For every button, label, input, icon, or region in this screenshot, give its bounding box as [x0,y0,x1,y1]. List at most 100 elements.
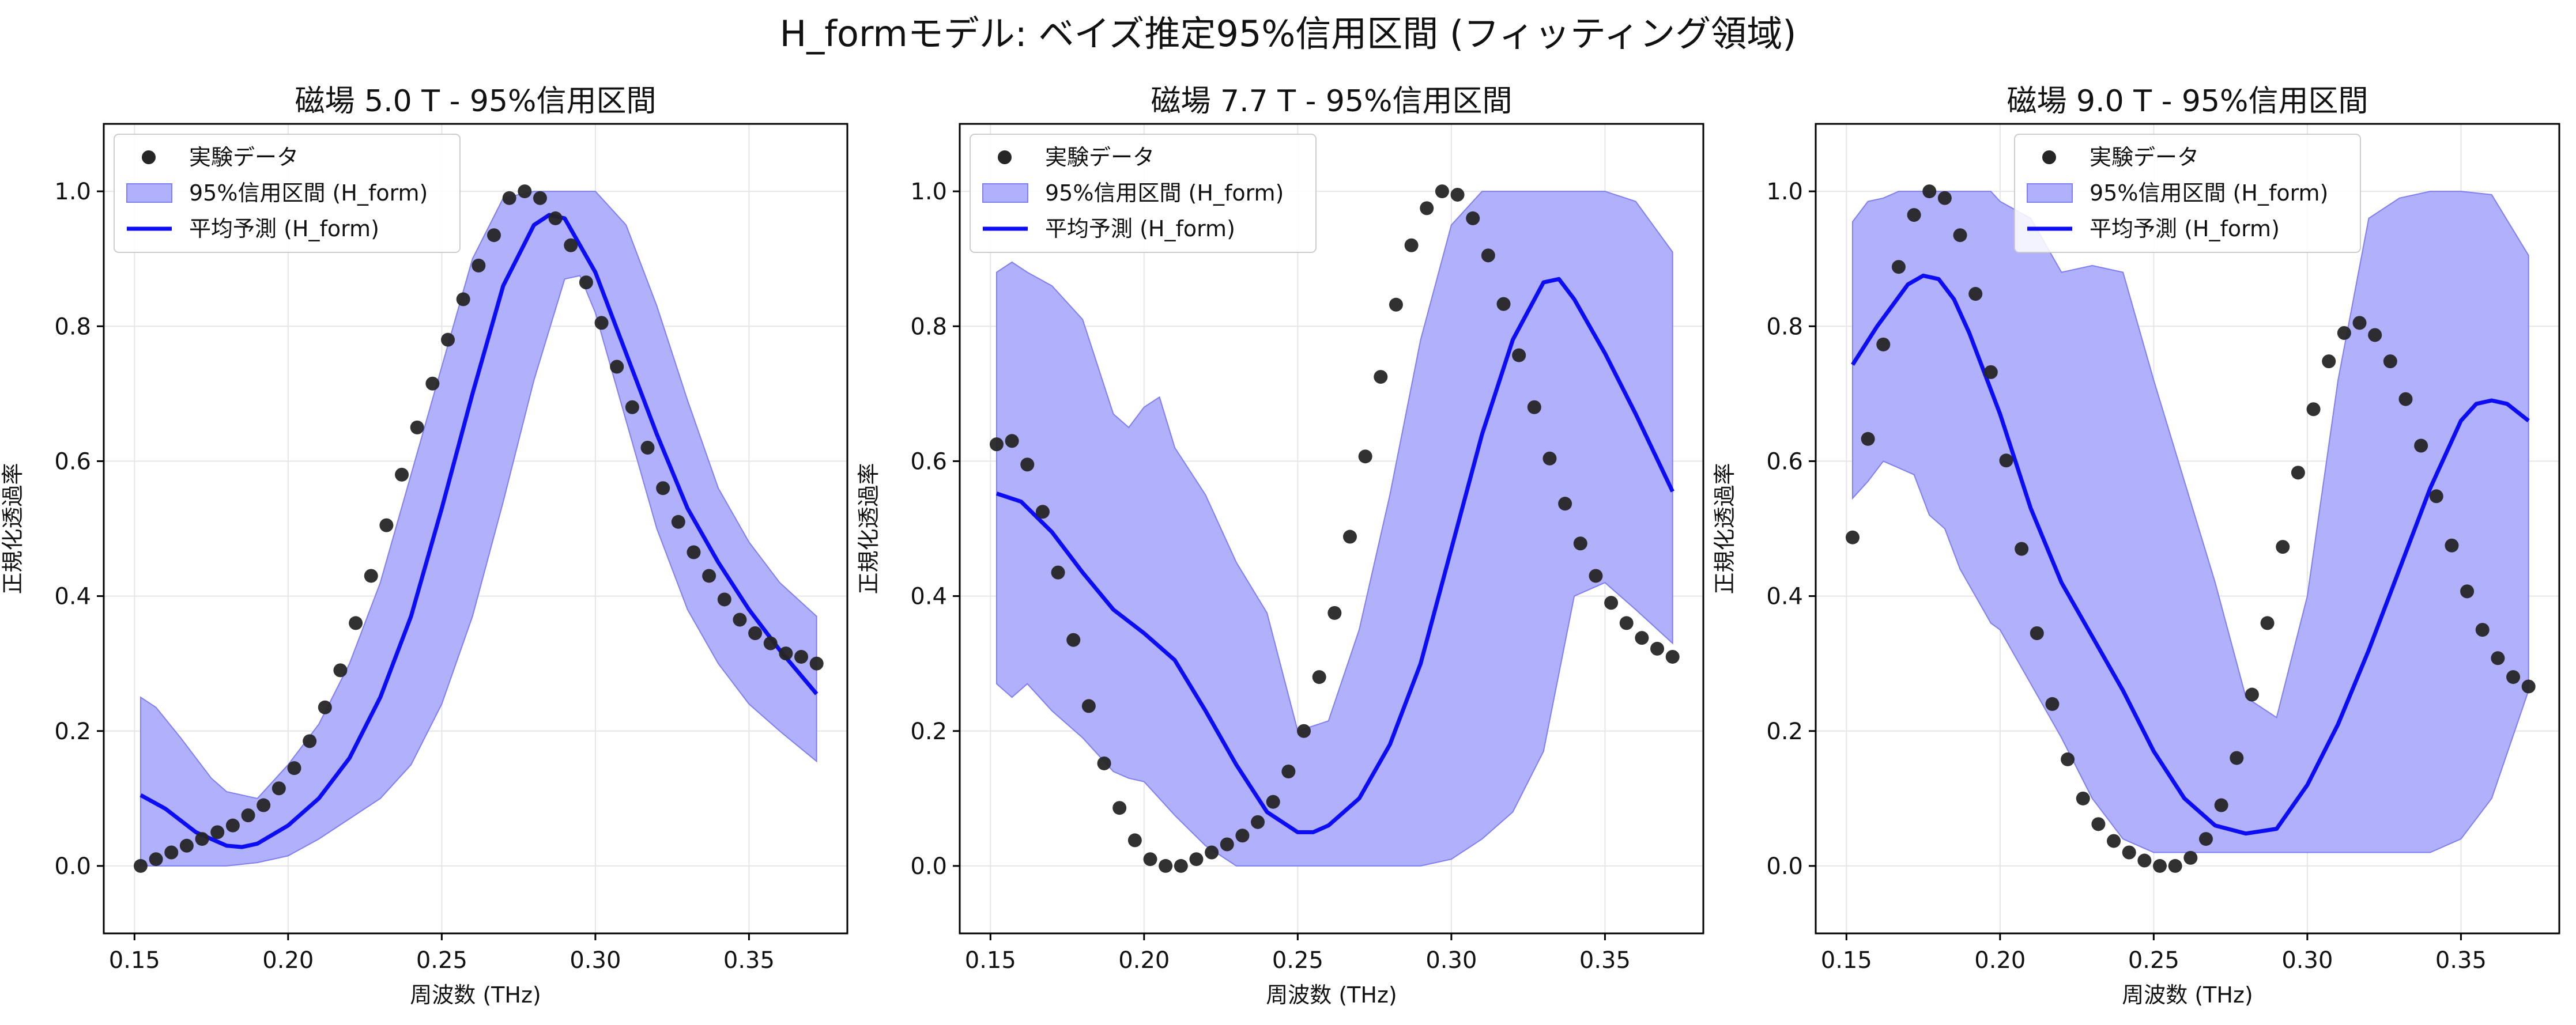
legend-marker-points [142,150,156,164]
data-point [794,649,809,664]
data-point [1297,724,1311,738]
data-point [364,569,378,583]
credible-interval-band [1852,191,2529,853]
data-point [656,481,670,496]
data-point [1035,505,1050,519]
x-axis-label: 周波数 (THz) [1266,982,1397,1008]
data-point [2198,832,2213,846]
data-point [1312,670,1326,684]
data-point [1358,449,1372,464]
data-point [472,258,486,273]
data-point [1542,451,1557,466]
data-point [1374,370,1388,384]
x-tick-label: 0.35 [2435,947,2487,974]
data-point [1635,631,1649,645]
data-point [1220,837,1234,852]
data-point [1266,795,1280,809]
chart-title: 磁場 7.7 T - 95%信用区間 [1151,84,1513,119]
data-point [1450,187,1465,202]
chart-panel-2: 0.15 0.20 0.25 0.30 0.35 0.0 0.2 0.4 0.6 0.8 1.0 磁場… [856,84,1704,1008]
data-point [548,211,563,225]
legend-box [970,134,1317,253]
legend: 実験データ 95%信用区間 (H_form) 平均予測 (H_form) [114,134,461,253]
data-point [809,656,824,671]
legend-label: 平均予測 (H_form) [189,216,379,241]
data-point [225,818,240,833]
data-point [2398,392,2413,406]
data-point [2414,438,2428,453]
data-point [2061,752,2075,766]
data-point [1189,852,1204,867]
data-point [2521,679,2536,694]
data-point [1968,287,1983,301]
data-point [1922,184,1937,199]
data-point [779,646,793,661]
data-point [1876,337,1891,351]
data-point [1650,641,1665,656]
y-axis-label: 正規化透過率 [856,463,881,594]
y-tick-label: 1.0 [910,179,947,205]
data-point [1435,184,1449,199]
data-point [1389,297,1403,312]
y-tick-label: 0.6 [54,448,91,475]
data-point [241,808,255,823]
data-point [748,626,763,640]
data-point [486,228,501,243]
data-point [1466,211,1480,225]
data-point [410,420,424,434]
data-point [594,316,609,330]
mean-prediction-line [139,213,819,849]
legend-label: 95%信用区間 (H_form) [1045,180,1284,206]
data-point [989,437,1004,452]
data-point [1604,596,1619,610]
x-tick-label: 0.20 [1118,947,1170,974]
y-tick-label: 1.0 [1766,179,1803,205]
data-point [1327,606,1342,620]
data-point [502,191,516,205]
data-point [1342,529,1357,544]
data-point [1205,845,1219,860]
data-point [2153,858,2167,873]
x-tick-label: 0.35 [1579,947,1631,974]
data-point [257,798,271,812]
data-point [2045,697,2060,711]
data-point [2383,354,2397,369]
data-point [2015,542,2029,556]
legend-label: 実験データ [2090,145,2199,170]
data-point [2230,751,2244,765]
data-point [2091,817,2106,831]
x-axis-label: 周波数 (THz) [410,982,541,1008]
data-point [1404,238,1419,252]
credible-interval-band [996,191,1673,867]
y-axis-label: 正規化透過率 [0,463,25,594]
data-point [1051,565,1065,580]
legend-marker-points [2042,150,2056,164]
data-point [2306,402,2321,417]
x-tick-label: 0.15 [1821,947,1872,974]
figure-title: H_formモデル: ベイズ推定95%信用区間 (フィッティング領域) [779,13,1797,55]
data-point [1861,432,1875,446]
data-point [2291,466,2305,480]
data-point [1235,829,1250,843]
data-point [425,376,440,391]
data-point [2506,670,2521,684]
mean-prediction-line [1851,273,2530,836]
data-point [733,612,747,627]
y-tick-label: 0.8 [910,313,947,340]
data-point [1481,248,1495,263]
data-point [518,184,532,199]
legend-label: 95%信用区間 (H_form) [2090,180,2328,206]
data-point [1112,801,1127,815]
data-point [179,838,194,853]
x-tick-label: 0.15 [109,947,160,974]
data-point [579,275,593,290]
legend-label: 平均予測 (H_form) [2090,216,2280,241]
data-point [2122,845,2136,860]
data-point [1143,852,1157,867]
data-point [687,545,701,559]
legend-label: 平均予測 (H_form) [1045,216,1235,241]
data-point [303,734,317,748]
x-tick-label: 0.25 [416,947,467,974]
plot-frame [103,123,848,935]
data-point [1420,201,1434,215]
